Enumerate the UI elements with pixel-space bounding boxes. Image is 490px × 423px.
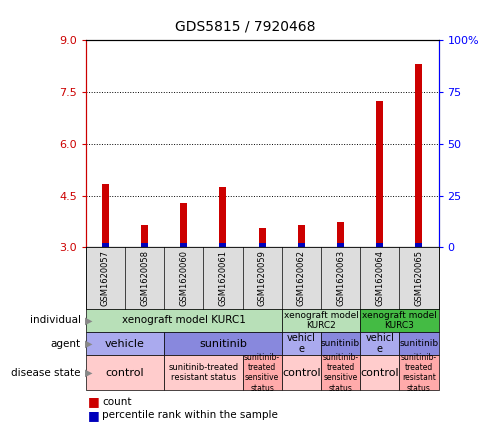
- Text: GSM1620061: GSM1620061: [219, 250, 227, 306]
- Text: sunitinib: sunitinib: [199, 339, 247, 349]
- Text: vehicl
e: vehicl e: [287, 333, 316, 354]
- Text: sunitinib-treated
resistant status: sunitinib-treated resistant status: [168, 363, 239, 382]
- Text: individual: individual: [30, 316, 81, 325]
- Bar: [141, 243, 148, 247]
- Text: xenograft model
KURC2: xenograft model KURC2: [284, 311, 358, 330]
- Text: xenograft model
KURC3: xenograft model KURC3: [362, 311, 437, 330]
- Bar: [102, 184, 109, 247]
- Bar: [141, 225, 148, 247]
- Bar: [259, 243, 266, 247]
- Text: GSM1620063: GSM1620063: [336, 250, 345, 306]
- Text: sunitinib: sunitinib: [321, 339, 360, 348]
- Text: GSM1620058: GSM1620058: [140, 250, 149, 306]
- Text: sunitinib: sunitinib: [399, 339, 439, 348]
- Text: sunitinib-
treated
resistant
status: sunitinib- treated resistant status: [401, 352, 437, 393]
- Text: GSM1620065: GSM1620065: [415, 250, 423, 306]
- Bar: [376, 101, 383, 247]
- Text: GSM1620062: GSM1620062: [297, 250, 306, 306]
- Bar: [180, 203, 187, 247]
- Text: GDS5815 / 7920468: GDS5815 / 7920468: [175, 19, 315, 33]
- Bar: [416, 64, 422, 247]
- Bar: [416, 243, 422, 247]
- Text: vehicl
e: vehicl e: [366, 333, 394, 354]
- Text: agent: agent: [51, 339, 81, 349]
- Text: control: control: [361, 368, 399, 378]
- Text: ▶: ▶: [85, 316, 92, 325]
- Text: GSM1620059: GSM1620059: [258, 250, 267, 306]
- Text: ■: ■: [88, 409, 100, 422]
- Text: control: control: [282, 368, 320, 378]
- Text: GSM1620060: GSM1620060: [179, 250, 188, 306]
- Text: ■: ■: [88, 396, 100, 408]
- Bar: [220, 243, 226, 247]
- Bar: [298, 225, 305, 247]
- Bar: [259, 228, 266, 247]
- Text: count: count: [102, 397, 131, 407]
- Text: sunitinib-
treated
sensitive
status: sunitinib- treated sensitive status: [322, 352, 359, 393]
- Bar: [220, 187, 226, 247]
- Text: GSM1620057: GSM1620057: [101, 250, 110, 306]
- Text: control: control: [106, 368, 144, 378]
- Text: disease state: disease state: [11, 368, 81, 378]
- Bar: [337, 243, 344, 247]
- Text: xenograft model KURC1: xenograft model KURC1: [122, 316, 245, 325]
- Text: sunitinib-
treated
sensitive
status: sunitinib- treated sensitive status: [244, 352, 280, 393]
- Bar: [376, 243, 383, 247]
- Text: percentile rank within the sample: percentile rank within the sample: [102, 410, 278, 420]
- Bar: [102, 243, 109, 247]
- Bar: [337, 222, 344, 247]
- Text: vehicle: vehicle: [105, 339, 145, 349]
- Bar: [298, 243, 305, 247]
- Text: GSM1620064: GSM1620064: [375, 250, 384, 306]
- Bar: [180, 243, 187, 247]
- Text: ▶: ▶: [85, 368, 92, 378]
- Text: ▶: ▶: [85, 339, 92, 349]
